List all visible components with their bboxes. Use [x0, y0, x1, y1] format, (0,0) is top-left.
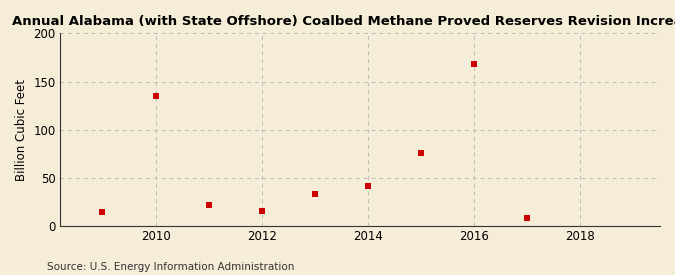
Y-axis label: Billion Cubic Feet: Billion Cubic Feet: [15, 79, 28, 181]
Point: [256, 209, 267, 213]
Point: [416, 151, 427, 155]
Text: Source: U.S. Energy Information Administration: Source: U.S. Energy Information Administ…: [47, 262, 294, 272]
Point: [468, 62, 479, 67]
Point: [150, 94, 161, 98]
Point: [309, 192, 320, 197]
Title: Annual Alabama (with State Offshore) Coalbed Methane Proved Reserves Revision In: Annual Alabama (with State Offshore) Coa…: [12, 15, 675, 28]
Point: [97, 210, 108, 214]
Point: [362, 184, 373, 188]
Point: [522, 215, 533, 220]
Point: [203, 203, 214, 207]
